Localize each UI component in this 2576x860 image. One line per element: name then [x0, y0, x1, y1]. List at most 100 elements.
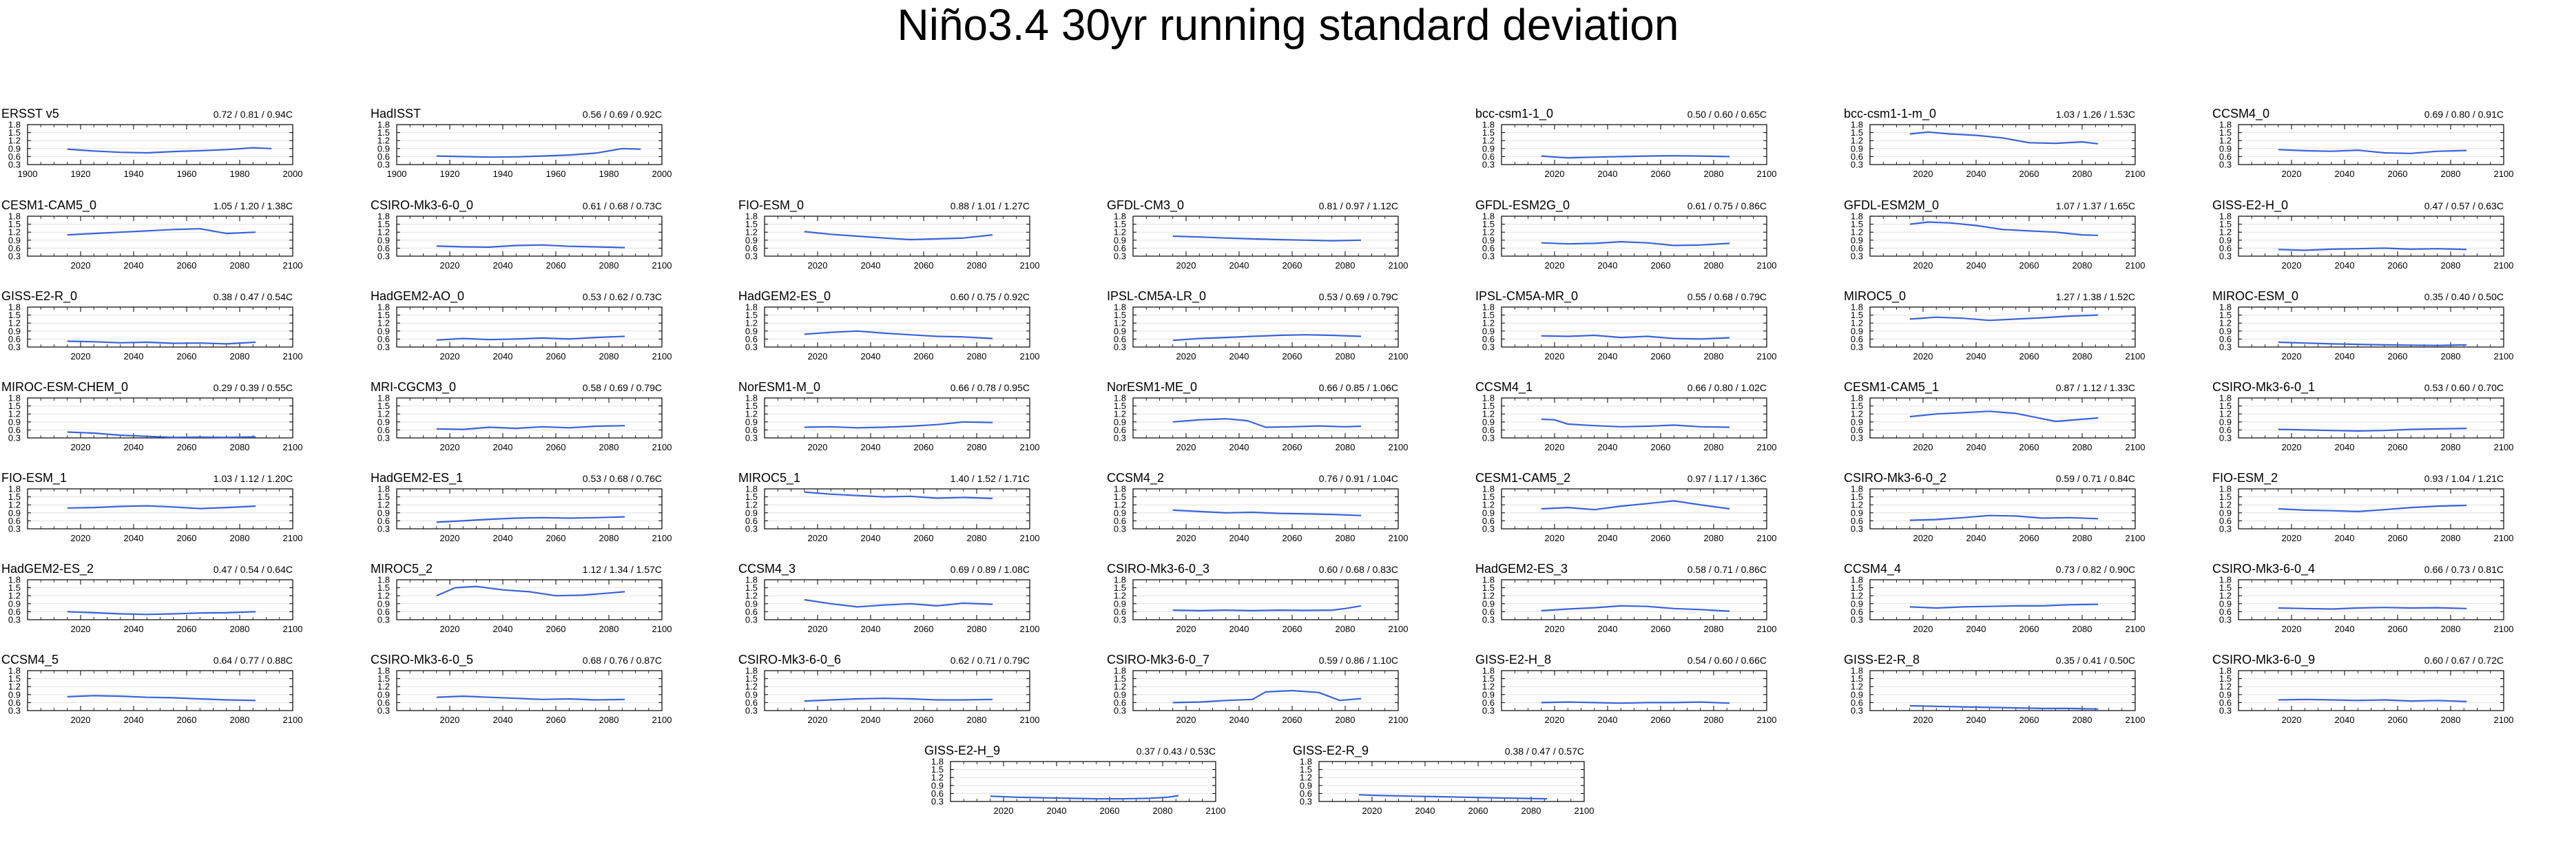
panel-stats: 0.93 / 1.04 / 1.21C — [2424, 473, 2504, 484]
x-tick-label: 2080 — [967, 715, 987, 725]
panel-title: IPSL-CM5A-MR_0 — [1475, 289, 1578, 304]
plot-frame — [27, 488, 293, 529]
plot-frame — [1501, 670, 1767, 711]
x-tick-label: 2080 — [967, 624, 987, 634]
panel-stats: 0.60 / 0.67 / 0.72C — [2424, 655, 2504, 666]
y-tick-label: 1.8 — [2219, 393, 2232, 403]
y-tick-label: 0.6 — [377, 151, 390, 162]
y-tick-label: 1.8 — [1114, 484, 1126, 494]
panel: CSIRO-Mk3-6-0_9 0.60 / 0.67 / 0.72C 0.30.6… — [2212, 653, 2513, 725]
x-tick-label: 2040 — [1966, 715, 1986, 725]
y-tick-label: 1.5 — [8, 583, 21, 593]
y-tick-label: 1.5 — [931, 764, 944, 775]
x-tick-label: 2040 — [493, 351, 513, 361]
panel: HadISST 0.56 / 0.69 / 0.92C0.30.60.91.21.… — [371, 107, 672, 179]
x-tick-label: 2020 — [1545, 624, 1565, 634]
x-tick-label: 2040 — [1229, 715, 1249, 725]
panel: GISS-E2-H_9 0.37 / 0.43 / 0.53C0.30.60.91… — [924, 744, 1225, 816]
y-tick-label: 0.3 — [745, 251, 758, 262]
y-tick-label: 0.6 — [1851, 698, 1863, 708]
panel-stats: 1.40 / 1.52 / 1.71C — [951, 473, 1030, 484]
panel-stats: 0.69 / 0.89 / 1.08C — [951, 564, 1030, 575]
panel: CESM1-CAM5_1 0.87 / 1.12 / 1.33C 0.30.60.9… — [1844, 380, 2145, 452]
plot-frame — [2238, 397, 2504, 439]
plot-frame — [1132, 488, 1399, 529]
panel-title: CSIRO-Mk3-6-0_7 — [1107, 653, 1209, 667]
x-tick-label: 2020 — [1176, 533, 1196, 543]
panel-title: HadGEM2-ES_0 — [738, 289, 831, 304]
y-tick-label: 0.6 — [1851, 607, 1863, 617]
x-tick-label: 2040 — [124, 533, 144, 543]
x-tick-label: 2040 — [861, 624, 881, 634]
panel-title: HadGEM2-ES_3 — [1475, 562, 1568, 576]
x-tick-label: 2040 — [2335, 260, 2355, 271]
y-tick-label: 0.3 — [8, 524, 21, 534]
x-tick-label: 2060 — [177, 260, 197, 271]
x-tick-label: 2040 — [493, 260, 513, 271]
y-tick-label: 0.6 — [2219, 425, 2232, 435]
y-tick-label: 1.8 — [8, 302, 21, 313]
panel: FIO-ESM_2 0.93 / 1.04 / 1.21C 0.30.60.91.2… — [2212, 471, 2513, 543]
x-tick-label: 2040 — [1229, 442, 1249, 452]
series-line — [1909, 704, 2099, 710]
x-tick-label: 2100 — [283, 533, 303, 543]
x-tick-label: 2020 — [808, 715, 828, 725]
y-tick-label: 1.8 — [1482, 302, 1495, 313]
y-tick-label: 1.5 — [1851, 583, 1863, 593]
x-tick-label: 2020 — [2282, 533, 2302, 543]
y-tick-label: 0.3 — [745, 433, 758, 443]
y-tick-label: 0.6 — [745, 516, 758, 526]
x-tick-label: 2020 — [1913, 260, 1933, 271]
panel-title: FIO-ESM_2 — [2212, 471, 2278, 485]
y-tick-label: 0.6 — [1482, 334, 1495, 344]
panel-stats: 0.97 / 1.17 / 1.36C — [1687, 473, 1767, 484]
x-tick-label: 2060 — [1468, 806, 1488, 816]
x-tick-label: 2100 — [1389, 624, 1409, 634]
series-line — [804, 698, 993, 702]
x-tick-label: 2100 — [1389, 260, 1409, 271]
x-tick-label: 2020 — [440, 260, 460, 271]
x-tick-label: 2020 — [1545, 442, 1565, 452]
x-tick-label: 2060 — [2019, 351, 2039, 361]
x-tick-label: 2040 — [1229, 260, 1249, 271]
x-tick-label: 2100 — [2126, 351, 2146, 361]
series-line — [436, 516, 625, 523]
x-tick-label: 2040 — [861, 442, 881, 452]
plot-frame — [1869, 670, 2136, 711]
x-tick-label: 2080 — [230, 442, 250, 452]
x-tick-label: 2040 — [2335, 442, 2355, 452]
y-tick-label: 0.6 — [745, 425, 758, 435]
x-tick-label: 2020 — [2282, 715, 2302, 725]
x-tick-label: 2020 — [440, 351, 460, 361]
panel: CCSM4_4 0.73 / 0.82 / 0.90C0.30.60.91.21.… — [1844, 562, 2145, 634]
y-tick-label: 1.8 — [1114, 211, 1126, 222]
y-tick-label: 1.8 — [931, 757, 944, 767]
x-tick-label: 2040 — [1047, 806, 1067, 816]
y-tick-label: 1.8 — [745, 666, 758, 676]
series-line — [436, 335, 625, 341]
panel-title: GISS-E2-H_8 — [1475, 653, 1551, 667]
y-tick-label: 0.9 — [745, 507, 758, 518]
y-tick-label: 1.5 — [1851, 127, 1863, 138]
panel-stats: 0.68 / 0.76 / 0.87C — [583, 655, 662, 666]
panel-stats: 1.05 / 1.20 / 1.38C — [214, 200, 293, 211]
x-tick-label: 1980 — [599, 169, 619, 179]
y-tick-label: 1.5 — [1482, 583, 1495, 593]
y-tick-label: 0.6 — [1482, 425, 1495, 435]
y-tick-label: 0.6 — [1482, 151, 1495, 162]
y-tick-label: 1.8 — [1851, 302, 1863, 313]
x-tick-label: 2080 — [2441, 442, 2461, 452]
panel: IPSL-CM5A-MR_0 0.55 / 0.68 / 0.79C 0.30.60… — [1475, 289, 1776, 361]
x-tick-label: 2100 — [2126, 169, 2146, 179]
plot-frame — [1132, 306, 1399, 348]
y-tick-label: 0.3 — [1114, 706, 1126, 716]
panel: GISS-E2-H_0 0.47 / 0.57 / 0.63C0.30.60.91… — [2212, 198, 2513, 271]
series-line — [1172, 509, 1362, 516]
panel-stats: 1.12 / 1.34 / 1.57C — [583, 564, 662, 575]
x-tick-label: 2020 — [71, 624, 91, 634]
plot-frame — [2238, 306, 2504, 348]
x-tick-label: 2040 — [493, 442, 513, 452]
x-tick-label: 2020 — [808, 533, 828, 543]
x-tick-label: 2100 — [283, 351, 303, 361]
y-tick-label: 1.2 — [377, 409, 390, 419]
